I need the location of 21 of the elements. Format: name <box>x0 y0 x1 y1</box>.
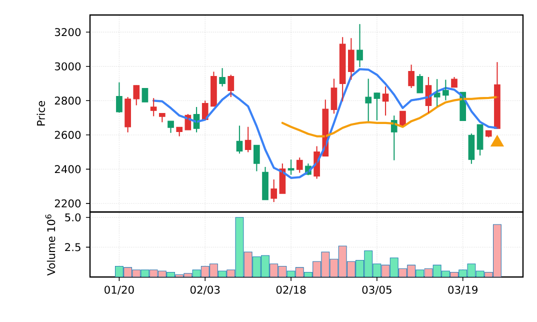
candlestick <box>270 178 278 203</box>
candlestick <box>142 88 148 102</box>
candlestick <box>365 78 372 122</box>
y-tick-label: 2600 <box>54 130 81 139</box>
x-tick-label: 03/19 <box>448 286 478 295</box>
x-tick-label: 02/18 <box>276 286 306 295</box>
y-axis-title: Volume 10$^{6}$ <box>45 214 56 276</box>
y-tick-label: 2200 <box>54 199 81 208</box>
x-tick-label: 03/05 <box>362 286 392 295</box>
y-tick-label: 3000 <box>54 62 81 70</box>
y-axis-title: Price <box>36 101 45 126</box>
y-tick-label: 2800 <box>54 96 81 105</box>
x-tick-label: 01/20 <box>104 286 134 295</box>
y-tick-label: 2400 <box>54 165 81 174</box>
x-tick-label: 02/03 <box>190 286 220 295</box>
y-tick-label: 3200 <box>54 28 81 36</box>
line-series <box>281 96 498 138</box>
line-series <box>152 68 498 179</box>
y-tick-label: 2.5 <box>65 243 80 252</box>
y-tick-label: 5.0 <box>65 213 81 222</box>
candlestick <box>400 110 406 126</box>
